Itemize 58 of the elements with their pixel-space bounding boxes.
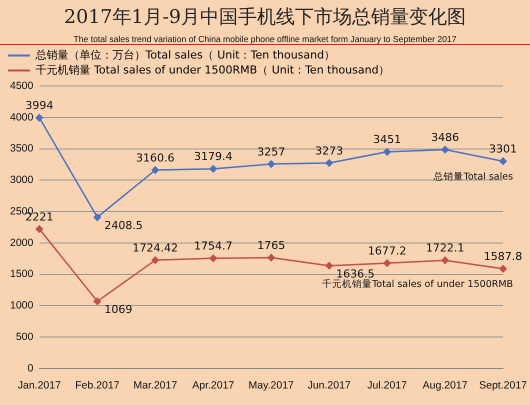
x-tick-label: Jan.2017 xyxy=(18,380,62,392)
annotation: 总销量Total sales xyxy=(432,170,514,183)
point xyxy=(441,256,449,264)
data-label: 2408.5 xyxy=(104,219,143,232)
data-label: 1724.42 xyxy=(132,242,178,255)
data-label: 1765 xyxy=(257,238,286,252)
data-label: 1754.7 xyxy=(194,240,232,253)
point xyxy=(94,214,102,222)
y-tick-label: 4500 xyxy=(10,80,34,92)
point xyxy=(94,298,102,306)
x-tick-label: May.2017 xyxy=(248,380,294,392)
y-tick-label: 500 xyxy=(16,330,34,343)
y-tick-label: 0 xyxy=(28,362,34,374)
x-tick-label: Mar.2017 xyxy=(133,380,178,392)
data-label: 3994 xyxy=(25,99,54,112)
chart-subtitle: The total sales trend variation of China mobile phone offline market form January to September 2017 xyxy=(72,34,458,44)
data-label: 3179.4 xyxy=(194,150,232,164)
x-tick-label: Sept.2017 xyxy=(479,380,528,392)
y-tick-label: 2000 xyxy=(10,236,34,249)
data-label: 3451 xyxy=(373,133,402,146)
point xyxy=(152,166,160,174)
point xyxy=(325,159,333,167)
x-tick-label: Aug.2017 xyxy=(422,380,468,392)
point xyxy=(499,265,507,273)
data-label: 3486 xyxy=(431,130,460,144)
legend-label: 总销量（单位：万台）Total sales（ Unit：Ten thousand） xyxy=(34,48,336,62)
data-label: 3160.6 xyxy=(136,151,175,164)
data-label: 1587.8 xyxy=(484,250,522,264)
data-label: 1069 xyxy=(104,303,132,316)
point xyxy=(499,157,507,165)
point xyxy=(441,146,449,154)
point xyxy=(383,148,391,156)
annotation: 千元机销量Total sales of under 1500RMB xyxy=(322,278,514,290)
point xyxy=(210,165,217,173)
data-label: 3257 xyxy=(257,145,286,158)
data-label: 3301 xyxy=(489,142,518,156)
point xyxy=(152,256,160,264)
point xyxy=(36,225,44,233)
y-tick-label: 1500 xyxy=(10,268,34,280)
x-tick-label: Jun.2017 xyxy=(308,380,351,392)
y-tick-label: 1000 xyxy=(10,300,34,312)
legend-label: 千元机销量 Total sales of under 1500RMB（ Unit：Ten thousand） xyxy=(36,63,390,76)
point xyxy=(325,262,333,270)
point xyxy=(210,254,217,262)
data-label: 1677.2 xyxy=(368,244,406,258)
y-tick-label: 3000 xyxy=(10,174,34,186)
y-tick-label: 4000 xyxy=(10,111,34,124)
point xyxy=(383,259,391,267)
data-label: 1722.1 xyxy=(426,242,464,255)
point xyxy=(267,160,275,168)
data-label: 3273 xyxy=(315,144,344,158)
y-tick-label: 3500 xyxy=(10,142,34,155)
chart-title: 2017年1月-9月中国手机线下市场总销量变化图 xyxy=(63,5,467,30)
x-tick-label: Jul.2017 xyxy=(367,380,408,392)
x-tick-label: Feb.2017 xyxy=(75,380,120,392)
point xyxy=(267,254,275,262)
point xyxy=(36,114,44,122)
x-tick-label: Apr.2017 xyxy=(192,380,234,392)
